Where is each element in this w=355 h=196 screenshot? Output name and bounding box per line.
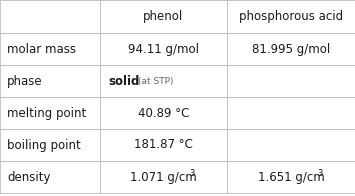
Bar: [100, 161, 227, 193]
Bar: [0, 65, 100, 97]
Text: boiling point: boiling point: [7, 139, 81, 152]
Bar: [100, 65, 227, 97]
Text: 1.071 g/cm: 1.071 g/cm: [130, 171, 197, 183]
Text: (at STP): (at STP): [138, 77, 174, 86]
Text: 181.87 °C: 181.87 °C: [134, 139, 193, 152]
Text: solid: solid: [108, 74, 140, 87]
Bar: [227, 0, 355, 33]
Text: 81.995 g/mol: 81.995 g/mol: [252, 43, 330, 55]
Bar: [227, 65, 355, 97]
Bar: [0, 0, 100, 33]
Bar: [0, 161, 100, 193]
Text: phosphorous acid: phosphorous acid: [239, 10, 343, 23]
Text: molar mass: molar mass: [7, 43, 76, 55]
Bar: [227, 161, 355, 193]
Bar: [0, 97, 100, 129]
Text: 40.89 °C: 40.89 °C: [138, 106, 189, 120]
Bar: [100, 97, 227, 129]
Bar: [100, 129, 227, 161]
Text: phase: phase: [7, 74, 43, 87]
Text: melting point: melting point: [7, 106, 86, 120]
Bar: [227, 129, 355, 161]
Bar: [227, 33, 355, 65]
Text: 1.651 g/cm: 1.651 g/cm: [258, 171, 324, 183]
Text: 3: 3: [190, 170, 195, 179]
Bar: [0, 129, 100, 161]
Text: phenol: phenol: [143, 10, 184, 23]
Text: 3: 3: [317, 170, 322, 179]
Bar: [100, 33, 227, 65]
Bar: [100, 0, 227, 33]
Text: density: density: [7, 171, 50, 183]
Text: 94.11 g/mol: 94.11 g/mol: [128, 43, 199, 55]
Bar: [0, 33, 100, 65]
Bar: [227, 97, 355, 129]
